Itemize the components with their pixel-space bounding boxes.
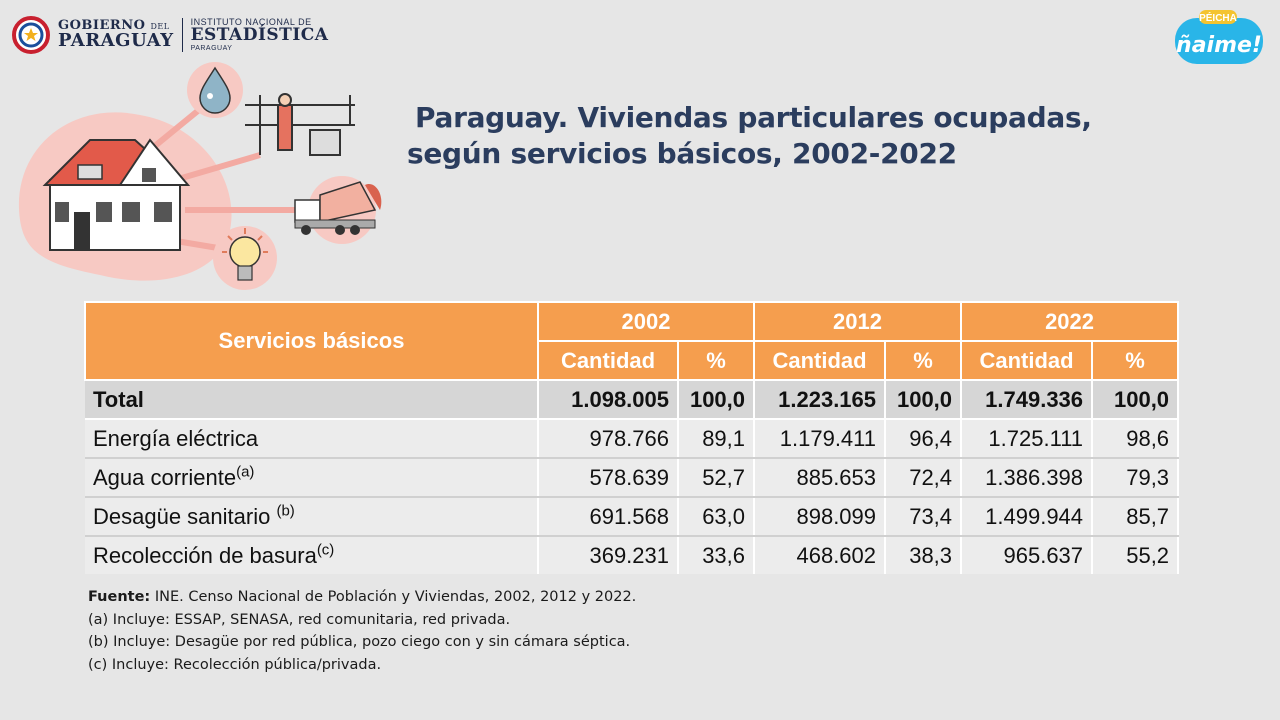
table-cell: 1.098.005 [538,380,679,420]
services-table: Servicios básicos 2002 2012 2022 Cantida… [84,301,1180,574]
footnote-c: (c) Incluye: Recolección pública/privada… [88,656,382,673]
table-cell: 38,3 [885,536,963,574]
source-note: Fuente: INE. Censo Nacional de Población… [88,589,637,605]
footnote-marker: (a) [236,463,255,481]
footnote-marker: (c) [316,541,335,559]
column-header-percent: % [884,340,963,381]
row-label: Total [85,380,539,420]
table-cell: 100,0 [885,380,963,420]
table-cell: 89,1 [678,419,756,459]
table-row: Agua corriente(a) 578.639 52,7 885.653 7… [85,458,1180,498]
table-row: Desagüe sanitario (b) 691.568 63,0 898.0… [85,497,1180,537]
light-bulb-icon [213,226,277,290]
ine-logo-text: INSTITUTO NACIONAL DE ESTADÍSTICA PARAGU… [190,16,329,52]
row-label: Energía eléctrica [85,419,539,459]
table-cell: 691.568 [538,497,679,537]
table-cell: 79,3 [1092,458,1180,498]
table-cell: 100,0 [1092,380,1180,420]
table-cell: 1.386.398 [961,458,1094,498]
row-label: Agua corriente(a) [85,458,539,498]
column-header-cantidad: Cantidad [537,340,679,381]
table-cell: 1.223.165 [754,380,887,420]
column-header-percent: % [676,340,756,381]
page-title: Paraguay. Viviendas particulares ocupada… [407,101,1092,170]
house-icon [42,138,191,251]
footnote-b: (b) Incluye: Desagüe por red pública, po… [88,634,631,650]
table-row: Total 1.098.005 100,0 1.223.165 100,0 1.… [85,380,1180,420]
table-cell: 885.653 [754,458,887,498]
services-illustration [18,62,382,290]
table-cell: 72,4 [885,458,963,498]
table-cell: 96,4 [885,419,963,459]
paraguay-seal-icon [12,16,50,54]
table-cell: 468.602 [754,536,887,574]
table-subheader-row: Cantidad % Cantidad % Cantidad % [85,340,1180,381]
column-header-year: 2002 [536,301,756,342]
table-cell: 965.637 [961,536,1094,574]
column-header-year: 2012 [753,301,963,342]
footnotes: Fuente: INE. Censo Nacional de Población… [88,586,636,676]
table-cell: 55,2 [1092,536,1180,574]
gobierno-logo-text: GOBIERNO DEL PARAGUAY [58,18,174,52]
table-cell: 85,7 [1092,497,1180,537]
column-header-year: 2022 [960,301,1180,342]
table-row: Recolección de basura(c) 369.231 33,6 46… [85,536,1180,574]
table-cell: 369.231 [538,536,679,574]
table-cell: 898.099 [754,497,887,537]
table-cell: 52,7 [678,458,756,498]
plumber-icon [245,93,355,156]
table-cell: 98,6 [1092,419,1180,459]
svg-text:PÉICHA: PÉICHA [1199,11,1237,24]
table-header-row: Servicios básicos 2002 2012 2022 [84,301,1180,381]
water-drop-icon [187,62,243,118]
table-cell: 100,0 [678,380,756,420]
table-cell: 1.499.944 [961,497,1094,537]
institutional-logo: GOBIERNO DEL PARAGUAY INSTITUTO NACIONAL… [12,16,329,54]
table-cell: 33,6 [678,536,756,574]
column-header-cantidad: Cantidad [960,340,1094,381]
footnote-a: (a) Incluye: ESSAP, SENASA, red comunita… [88,611,511,628]
garbage-truck-icon [294,176,382,244]
table-cell: 1.749.336 [961,380,1094,420]
table-cell: 63,0 [678,497,756,537]
column-header-services: Servicios básicos [84,301,539,381]
row-label: Desagüe sanitario (b) [85,497,539,537]
table-cell: 73,4 [885,497,963,537]
footnote-marker: (b) [276,502,295,520]
peicha-naime-badge: PÉICHA ñaime! [1175,10,1263,64]
column-header-percent: % [1091,340,1180,381]
table-cell: 978.766 [538,419,679,459]
table-row: Energía eléctrica 978.766 89,1 1.179.411… [85,419,1180,459]
logo-divider [181,18,183,52]
table-cell: 1.725.111 [961,419,1094,459]
table-cell: 578.639 [538,458,679,498]
table-cell: 1.179.411 [754,419,887,459]
row-label: Recolección de basura(c) [85,536,539,574]
svg-text:ñaime!: ñaime! [1176,33,1262,58]
column-header-cantidad: Cantidad [753,340,887,381]
